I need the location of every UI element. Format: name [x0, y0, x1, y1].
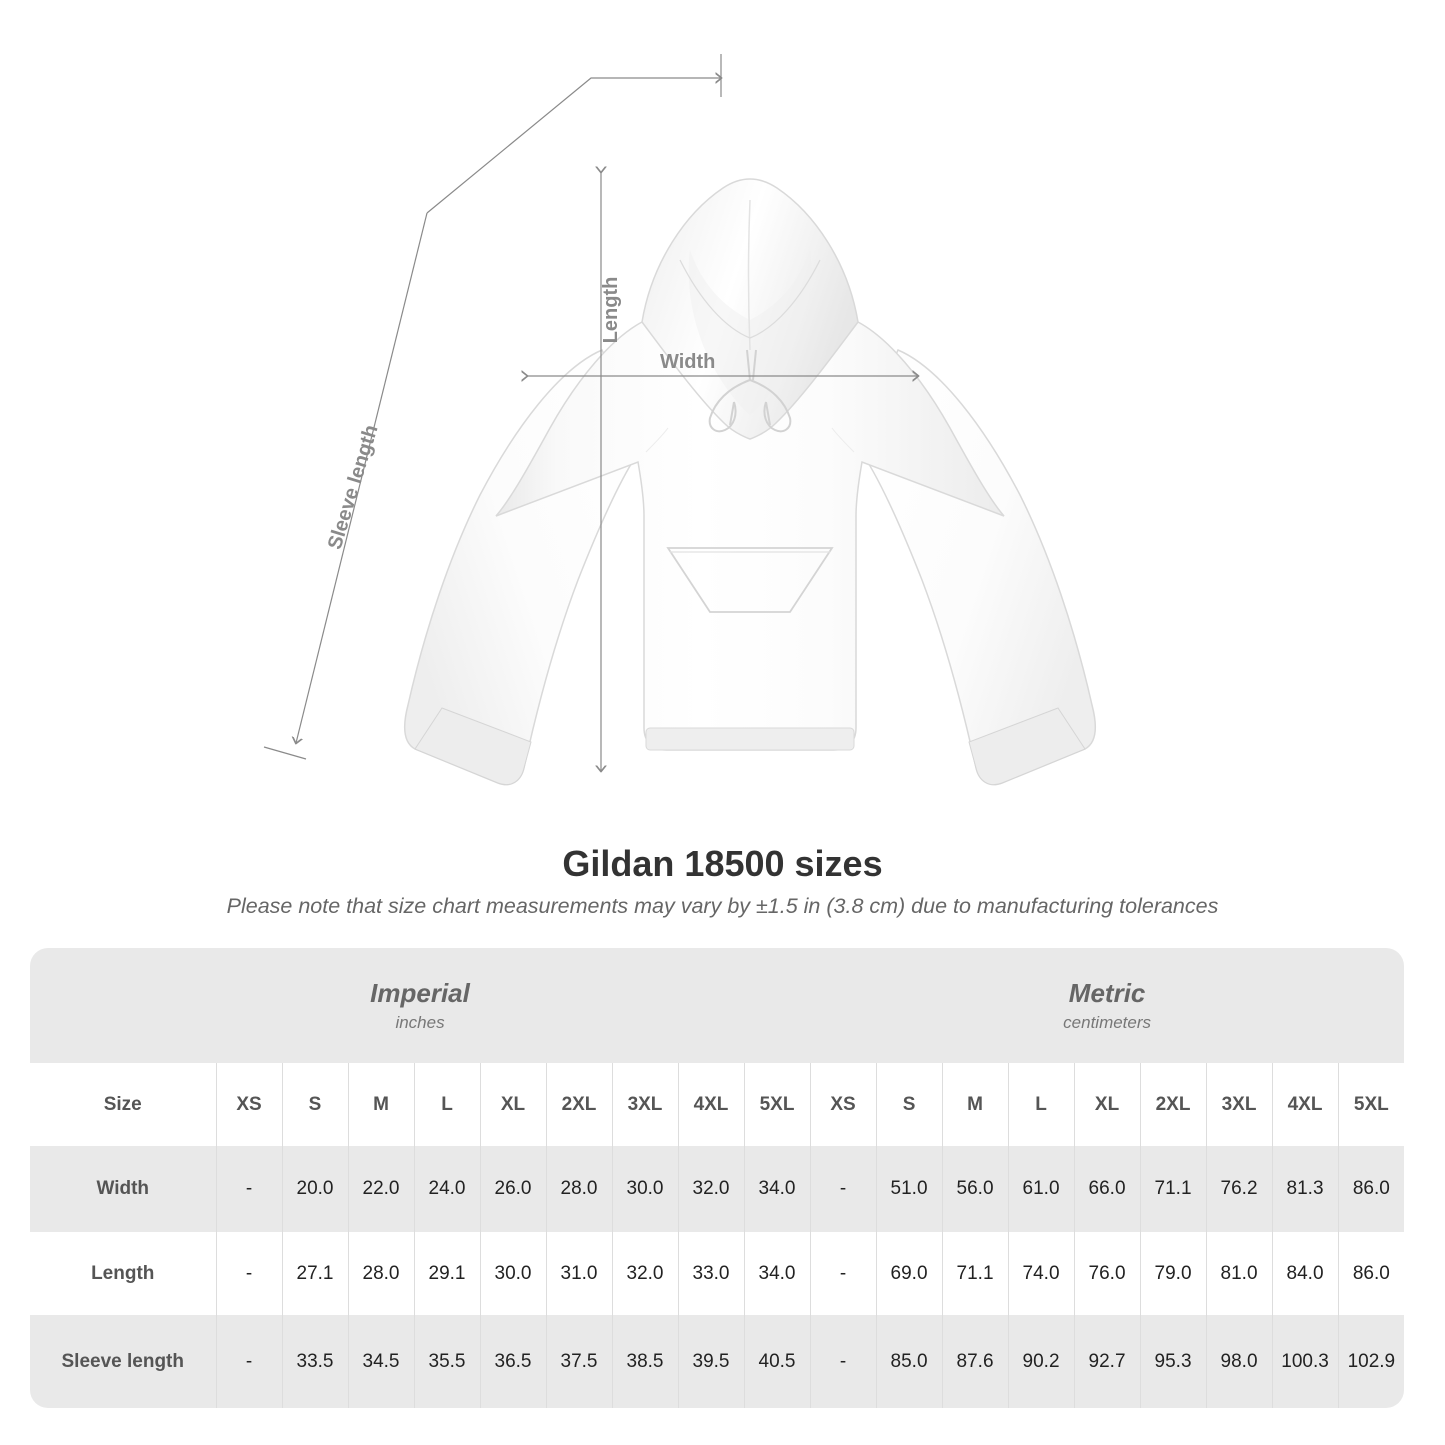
svg-text:Length: Length [600, 277, 622, 344]
svg-text:Sleeve length: Sleeve length [324, 422, 383, 552]
svg-text:Width: Width [660, 351, 715, 373]
